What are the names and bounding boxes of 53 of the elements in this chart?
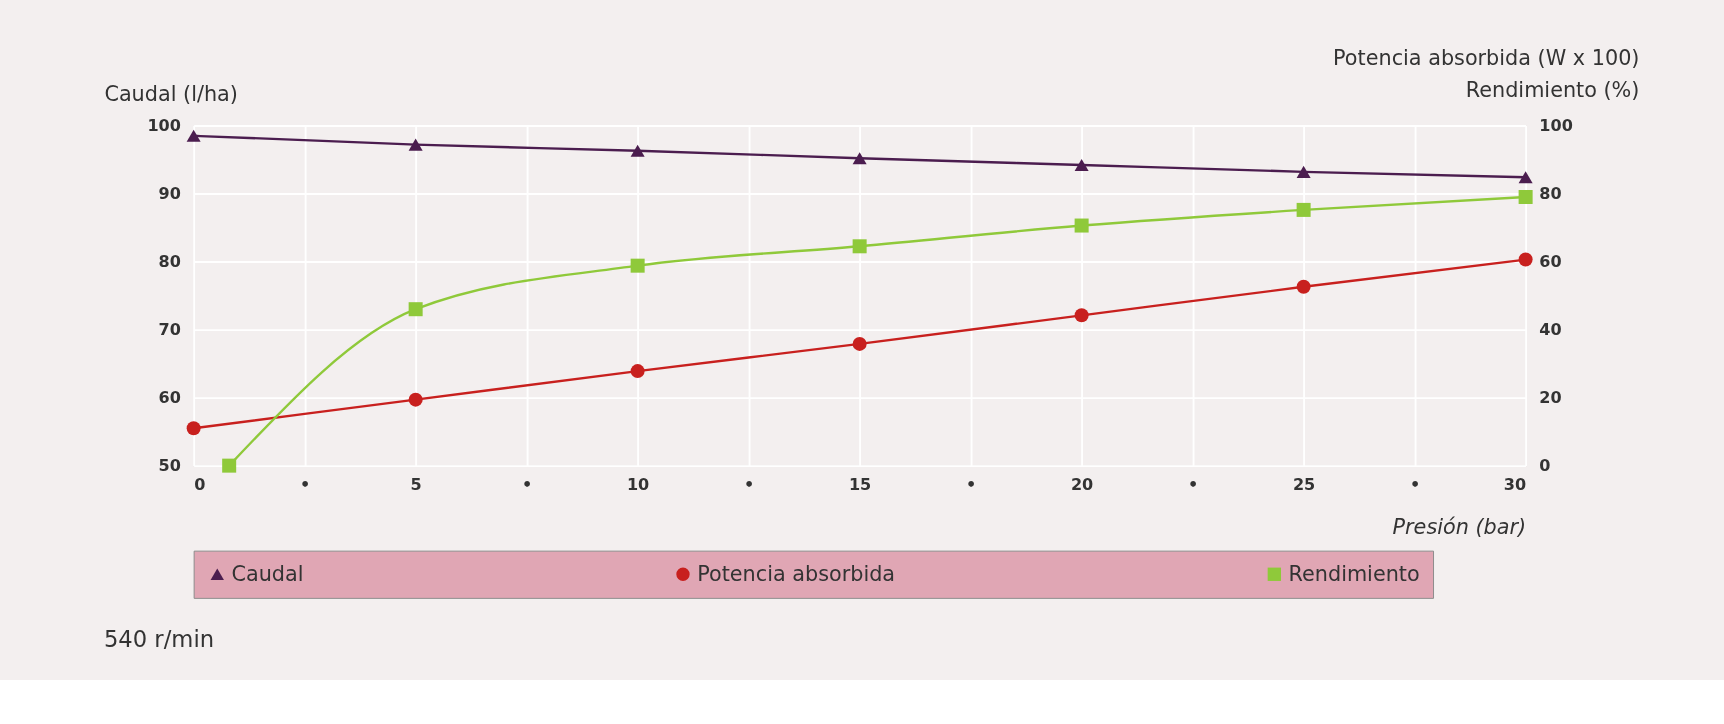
text: 540 r/min <box>103 626 215 653</box>
x-tick-label: • <box>299 474 311 494</box>
point <box>408 302 423 317</box>
point <box>408 392 423 407</box>
point <box>1296 202 1311 217</box>
x-tick-label: • <box>965 474 977 494</box>
x-tick-label: • <box>1187 474 1199 494</box>
x-tick-label: • <box>521 474 533 494</box>
y2-tick-label: 0 <box>1539 455 1551 475</box>
point <box>408 138 423 151</box>
x-tick-label: 0 <box>194 474 206 494</box>
legend-label: Potencia absorbida <box>697 561 896 586</box>
point <box>1518 189 1533 204</box>
point <box>630 364 645 379</box>
y2-tick-label: 40 <box>1539 319 1562 339</box>
point <box>852 239 867 254</box>
y-tick-label: 90 <box>158 183 181 203</box>
y2-tick-label: 60 <box>1539 251 1562 271</box>
x-tick-label: 20 <box>1070 474 1094 494</box>
y-tick-label: 50 <box>158 455 181 475</box>
point <box>852 152 867 165</box>
y2-axis-title: Potencia absorbida (W x 100) Rendimiento (%) <box>1333 45 1640 102</box>
point <box>1296 279 1311 294</box>
point <box>222 458 237 473</box>
y-axis-title: Caudal (l/ha) <box>104 81 238 106</box>
point <box>1296 165 1311 178</box>
y2-tick-label: 100 <box>1539 115 1573 135</box>
y2-tick-label: 20 <box>1539 387 1562 407</box>
x-axis-title: Presión (bar) <box>1392 515 1527 540</box>
point <box>852 336 867 351</box>
point <box>186 421 201 436</box>
point <box>1518 252 1533 267</box>
x-tick-label: 30 <box>1503 474 1527 494</box>
x-tick-label: 10 <box>626 474 650 494</box>
point <box>630 144 645 157</box>
point <box>1518 171 1533 184</box>
point <box>1074 158 1089 172</box>
legend-label: Rendimiento <box>1288 561 1420 586</box>
y-tick-label: 70 <box>158 319 181 339</box>
point <box>1074 308 1089 323</box>
x-tick-label: 5 <box>410 474 422 494</box>
x-tick-label: 25 <box>1292 474 1316 494</box>
point <box>630 258 645 273</box>
x-tick-label: • <box>743 474 755 494</box>
y2-tick-label: 80 <box>1539 183 1562 203</box>
point <box>186 129 201 142</box>
x-tick-label: • <box>1409 474 1421 494</box>
x-tick-label: 15 <box>848 474 872 494</box>
y-tick-label: 100 <box>147 115 181 135</box>
y-tick-label: 60 <box>158 387 181 407</box>
y-tick-label: 80 <box>158 251 181 271</box>
point <box>1074 218 1089 233</box>
legend-label: Caudal <box>231 561 304 586</box>
